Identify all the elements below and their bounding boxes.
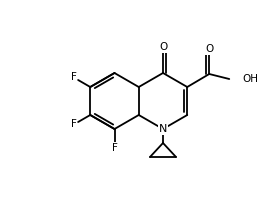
Text: F: F <box>111 143 117 153</box>
Text: O: O <box>205 44 213 54</box>
Text: OH: OH <box>242 74 258 84</box>
Text: O: O <box>159 42 167 52</box>
Text: F: F <box>71 73 77 83</box>
Text: N: N <box>159 124 167 134</box>
Text: F: F <box>71 120 77 130</box>
